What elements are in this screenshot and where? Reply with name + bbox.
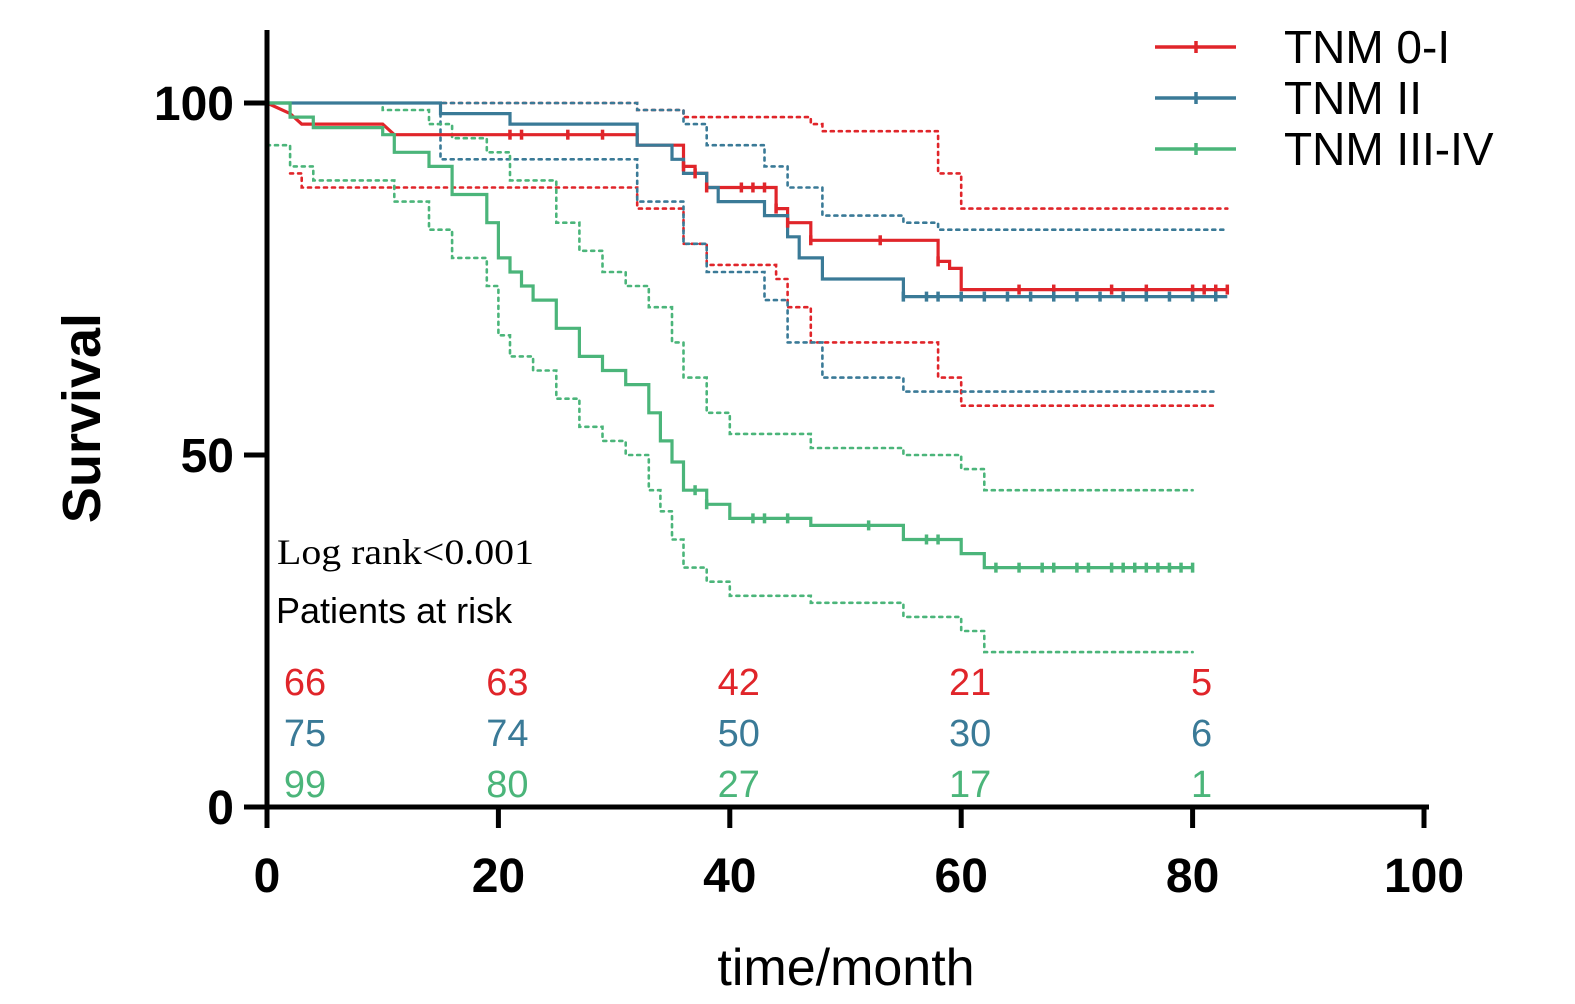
- risk-count-tnm-iii-iv: 27: [718, 764, 760, 806]
- risk-count-tnm-ii: 75: [284, 713, 326, 755]
- risk-count-tnm-0-i: 66: [284, 662, 326, 704]
- risk-count-tnm-ii: 6: [1191, 713, 1212, 755]
- legend-label-tnm-0-i: TNM 0-I: [1284, 21, 1450, 73]
- tnm-ii-survival-line: [267, 101, 1228, 299]
- risk-count-tnm-ii: 30: [949, 713, 991, 755]
- legend-label-tnm-ii: TNM II: [1284, 72, 1422, 124]
- y-tick-label: 50: [181, 430, 234, 483]
- x-tick-label: 80: [1166, 850, 1219, 903]
- risk-count-tnm-0-i: 21: [949, 662, 991, 704]
- legend-label-tnm-iii-iv: TNM III-IV: [1284, 123, 1494, 175]
- confidence-bands: [265, 101, 1229, 654]
- y-ticks: 0 50 100: [154, 78, 267, 835]
- x-axis-title: time/month: [717, 939, 974, 997]
- x-tick-label: 40: [703, 850, 756, 903]
- tnm-iii-iv-ci-lower: [265, 143, 1194, 654]
- x-tick-label: 60: [935, 850, 988, 903]
- risk-count-tnm-iii-iv: 17: [949, 764, 991, 806]
- tnm-0-i-ci-lower: [288, 172, 1217, 407]
- risk-count-tnm-ii: 74: [486, 713, 528, 755]
- tnm-0-i-ci-upper: [265, 101, 1229, 210]
- tnm-ii-ci-upper: [265, 101, 1229, 231]
- patients-at-risk-title: Patients at risk: [276, 590, 513, 631]
- tnm-0-i-survival-line: [266, 101, 1228, 292]
- x-ticks: 0 20 40 60 80 100: [254, 807, 1464, 903]
- x-tick-label: 0: [254, 850, 281, 903]
- survival-curves: [266, 101, 1228, 570]
- y-tick-label: 0: [207, 782, 234, 835]
- y-axis-title: Survival: [52, 313, 112, 523]
- risk-count-tnm-0-i: 42: [718, 662, 760, 704]
- x-tick-label: 20: [472, 850, 525, 903]
- risk-table: 66 63 42 21 5 75 74 50 30 6 99 80 27 17 1: [284, 662, 1212, 806]
- log-rank-text: Log rank<0.001: [277, 532, 534, 572]
- x-tick-label: 100: [1384, 850, 1464, 903]
- risk-count-tnm-0-i: 63: [486, 662, 528, 704]
- risk-count-tnm-iii-iv: 99: [284, 764, 326, 806]
- risk-count-tnm-iii-iv: 1: [1191, 764, 1212, 806]
- axes: 0 50 100 0 20 40 60 80 100: [154, 30, 1464, 903]
- risk-count-tnm-0-i: 5: [1191, 662, 1212, 704]
- tnm-iii-iv-ci-upper: [265, 101, 1194, 492]
- y-tick-label: 100: [154, 78, 234, 131]
- risk-count-tnm-iii-iv: 80: [486, 764, 528, 806]
- censor-marks: [508, 129, 1230, 573]
- tnm-iii-iv-survival-line: [267, 101, 1193, 570]
- risk-count-tnm-ii: 50: [718, 713, 760, 755]
- tnm-ii-ci-lower: [265, 101, 1217, 393]
